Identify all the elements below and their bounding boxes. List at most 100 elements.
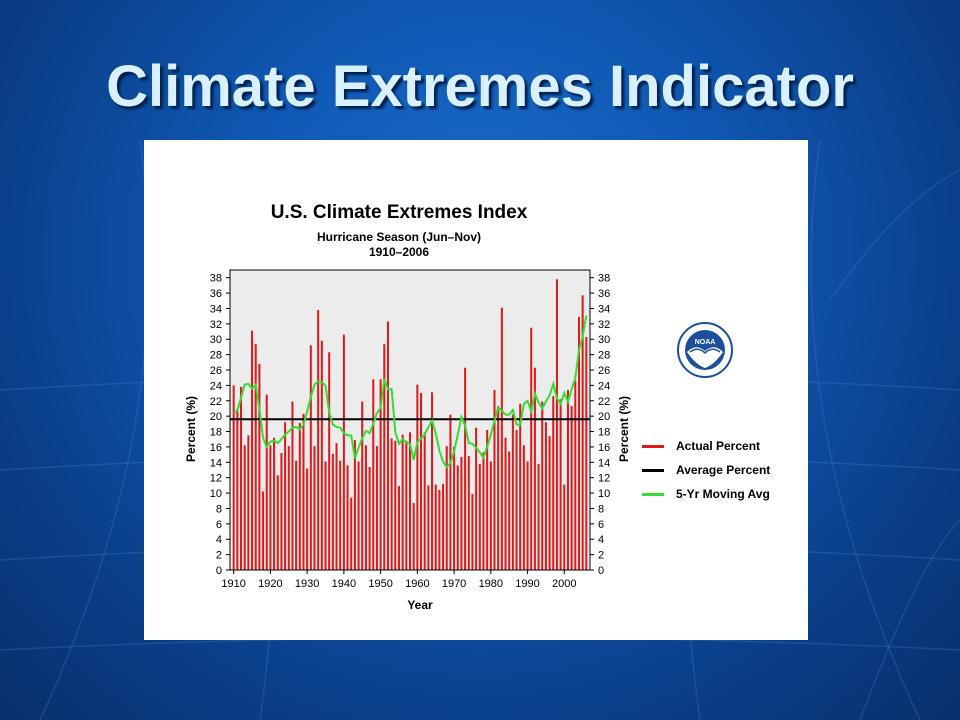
bar-1985 <box>508 451 511 570</box>
bar-2000 <box>563 484 566 570</box>
bar-1968 <box>445 446 448 570</box>
y-tick-label-left-12: 12 <box>210 473 222 485</box>
bar-1993 <box>537 463 540 570</box>
y-tick-label-right-16: 16 <box>598 442 610 454</box>
bar-1997 <box>552 396 555 570</box>
chart-year-range: 1910–2006 <box>368 245 430 259</box>
moving-average-line <box>233 315 588 469</box>
bar-1910 <box>232 385 235 570</box>
bar-1978 <box>482 452 485 570</box>
bar-1982 <box>497 406 500 570</box>
y-tick-label-left-8: 8 <box>216 503 222 515</box>
bar-1987 <box>515 430 518 570</box>
noaa-logo-icon: NOAA <box>677 322 733 378</box>
y-tick-label-right-8: 8 <box>598 503 604 515</box>
y-tick-label-right-0: 0 <box>598 565 604 577</box>
bar-1959 <box>412 503 415 570</box>
x-tick-label-1920: 1920 <box>258 578 282 590</box>
y-tick-label-left-38: 38 <box>210 273 222 285</box>
x-tick-label-1990: 1990 <box>515 578 539 590</box>
y-tick-label-right-30: 30 <box>598 334 610 346</box>
bar-1981 <box>493 390 496 570</box>
bar-1988 <box>519 403 522 570</box>
legend-label-average: Average Percent <box>676 463 771 477</box>
legend-label-moving-avg: 5-Yr Moving Avg <box>676 487 770 501</box>
bar-1933 <box>317 310 320 570</box>
y-tick-label-right-6: 6 <box>598 519 604 531</box>
legend-swatch-actual <box>642 444 664 448</box>
bar-1930 <box>306 468 309 570</box>
bar-1967 <box>442 483 445 570</box>
bar-1958 <box>408 432 412 570</box>
y-axis-label-left: Percent (%) <box>184 396 198 462</box>
y-tick-label-left-6: 6 <box>216 519 222 531</box>
bar-1936 <box>328 352 331 570</box>
legend-item-average: Average Percent <box>642 458 802 482</box>
y-tick-label-right-20: 20 <box>598 411 610 423</box>
bar-1965 <box>434 484 437 570</box>
bar-1953 <box>390 438 393 570</box>
bar-1990 <box>526 461 529 570</box>
bar-1938 <box>335 443 338 570</box>
y-tick-label-right-34: 34 <box>598 303 610 315</box>
plot-frame <box>229 269 591 571</box>
legend-swatch-moving-avg <box>642 492 664 496</box>
bar-1916 <box>254 343 257 570</box>
y-tick-label-left-30: 30 <box>210 334 222 346</box>
bar-1924 <box>284 422 287 570</box>
y-tick-label-right-38: 38 <box>598 273 610 285</box>
bar-1932 <box>313 446 316 570</box>
bar-1915 <box>251 330 254 570</box>
chart-legend: Actual Percent Average Percent 5-Yr Movi… <box>642 434 802 506</box>
y-tick-label-right-2: 2 <box>598 550 604 562</box>
bar-1956 <box>401 434 404 570</box>
bar-1911 <box>236 408 239 570</box>
y-tick-label-left-22: 22 <box>210 396 222 408</box>
bar-1998 <box>555 279 558 570</box>
y-tick-label-left-32: 32 <box>210 319 222 331</box>
bar-1912 <box>240 386 243 570</box>
bars-group <box>232 279 588 570</box>
bar-1937 <box>331 453 334 570</box>
y-tick-label-right-14: 14 <box>598 457 610 469</box>
bar-1951 <box>383 343 386 570</box>
bar-1942 <box>350 497 353 570</box>
bar-1935 <box>324 461 327 570</box>
x-axis-label: Year <box>407 598 433 612</box>
bar-1980 <box>489 461 492 570</box>
bar-1992 <box>533 367 536 570</box>
bar-1949 <box>375 446 378 570</box>
bar-1963 <box>427 485 430 570</box>
y-tick-label-right-26: 26 <box>598 365 610 377</box>
bar-1994 <box>541 401 544 570</box>
x-tick-label-1970: 1970 <box>442 578 466 590</box>
y-tick-label-left-26: 26 <box>210 365 222 377</box>
y-tick-label-left-4: 4 <box>216 534 222 546</box>
bar-1928 <box>298 423 301 570</box>
bar-1961 <box>420 393 423 570</box>
y-tick-label-left-34: 34 <box>210 303 222 315</box>
legend-item-actual: Actual Percent <box>642 434 802 458</box>
y-tick-label-left-18: 18 <box>210 427 222 439</box>
chart-subtitle: Hurricane Season (Jun–Nov) <box>316 230 482 244</box>
chart-title: U.S. Climate Extremes Index <box>270 202 528 223</box>
bar-1952 <box>386 321 389 570</box>
y-tick-label-left-2: 2 <box>216 550 222 562</box>
bar-1991 <box>530 327 533 570</box>
bar-1971 <box>456 465 459 570</box>
bar-1986 <box>511 414 514 570</box>
bar-1920 <box>269 445 272 570</box>
chart-panel: 0 0 2 2 4 4 6 6 8 8 10 10 12 12 14 14 16 16 18 18 20 20 22 22 24… <box>144 140 808 640</box>
bar-1964 <box>431 392 434 570</box>
bar-1919 <box>265 394 268 570</box>
x-tick-label-1950: 1950 <box>368 578 392 590</box>
x-tick-label-1960: 1960 <box>405 578 429 590</box>
bar-1939 <box>339 460 342 570</box>
bar-1970 <box>453 446 456 570</box>
bar-2002 <box>570 406 573 570</box>
bar-2006 <box>585 336 588 570</box>
bar-1950 <box>379 379 382 570</box>
bar-1977 <box>478 463 481 570</box>
bar-1989 <box>522 445 525 570</box>
legend-swatch-average <box>642 468 664 472</box>
